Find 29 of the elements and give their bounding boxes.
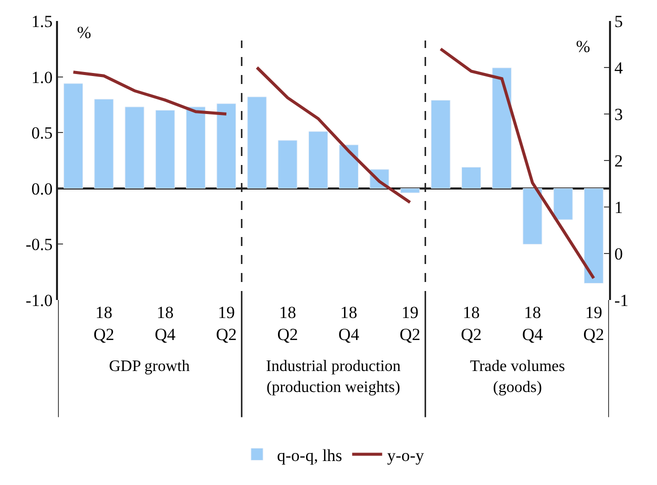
x-tick-label: 18 Q2 <box>94 303 114 344</box>
y-axis-title: % <box>77 23 92 42</box>
y2-tick-label: 3 <box>614 104 623 124</box>
y-tick-label: -0.5 <box>26 235 53 254</box>
x-tick-label: 19 Q2 <box>400 303 420 344</box>
y-tick-label: 1.5 <box>31 12 53 31</box>
y2-tick-label: -1 <box>614 290 629 310</box>
y-tick-label: 1.0 <box>31 68 53 87</box>
x-tick-label: 19 Q2 <box>583 303 604 344</box>
y-tick-label: -1.0 <box>26 290 53 310</box>
y2-tick-label: 5 <box>614 12 623 31</box>
text: Industrial production (production weights) <box>266 358 401 396</box>
x-tick-label: 18 Q4 <box>338 303 360 344</box>
y2-tick-label: 1 <box>614 198 623 217</box>
x-tick-label: 19 Q2 <box>216 303 237 344</box>
y2-tick-label: 0 <box>614 244 623 264</box>
x-tick-label: 18 Q4 <box>522 303 544 344</box>
x-tick-label: 18 Q2 <box>460 303 482 344</box>
legend-label: q-o-q, lhs <box>277 446 342 465</box>
text: GDP growth <box>109 358 190 375</box>
x-tick-label: 18 Q4 <box>154 303 176 344</box>
y-tick-label: 0.5 <box>31 124 53 143</box>
y-tick-label: 0.0 <box>31 179 53 198</box>
y2-axis-title: % <box>576 37 590 56</box>
y2-tick-label: 2 <box>614 151 623 170</box>
y2-tick-label: 4 <box>614 58 624 78</box>
legend-label: y-o-y <box>387 446 424 465</box>
text: Trade volumes (goods) <box>470 358 565 396</box>
x-tick-label: 18 Q2 <box>277 303 298 344</box>
